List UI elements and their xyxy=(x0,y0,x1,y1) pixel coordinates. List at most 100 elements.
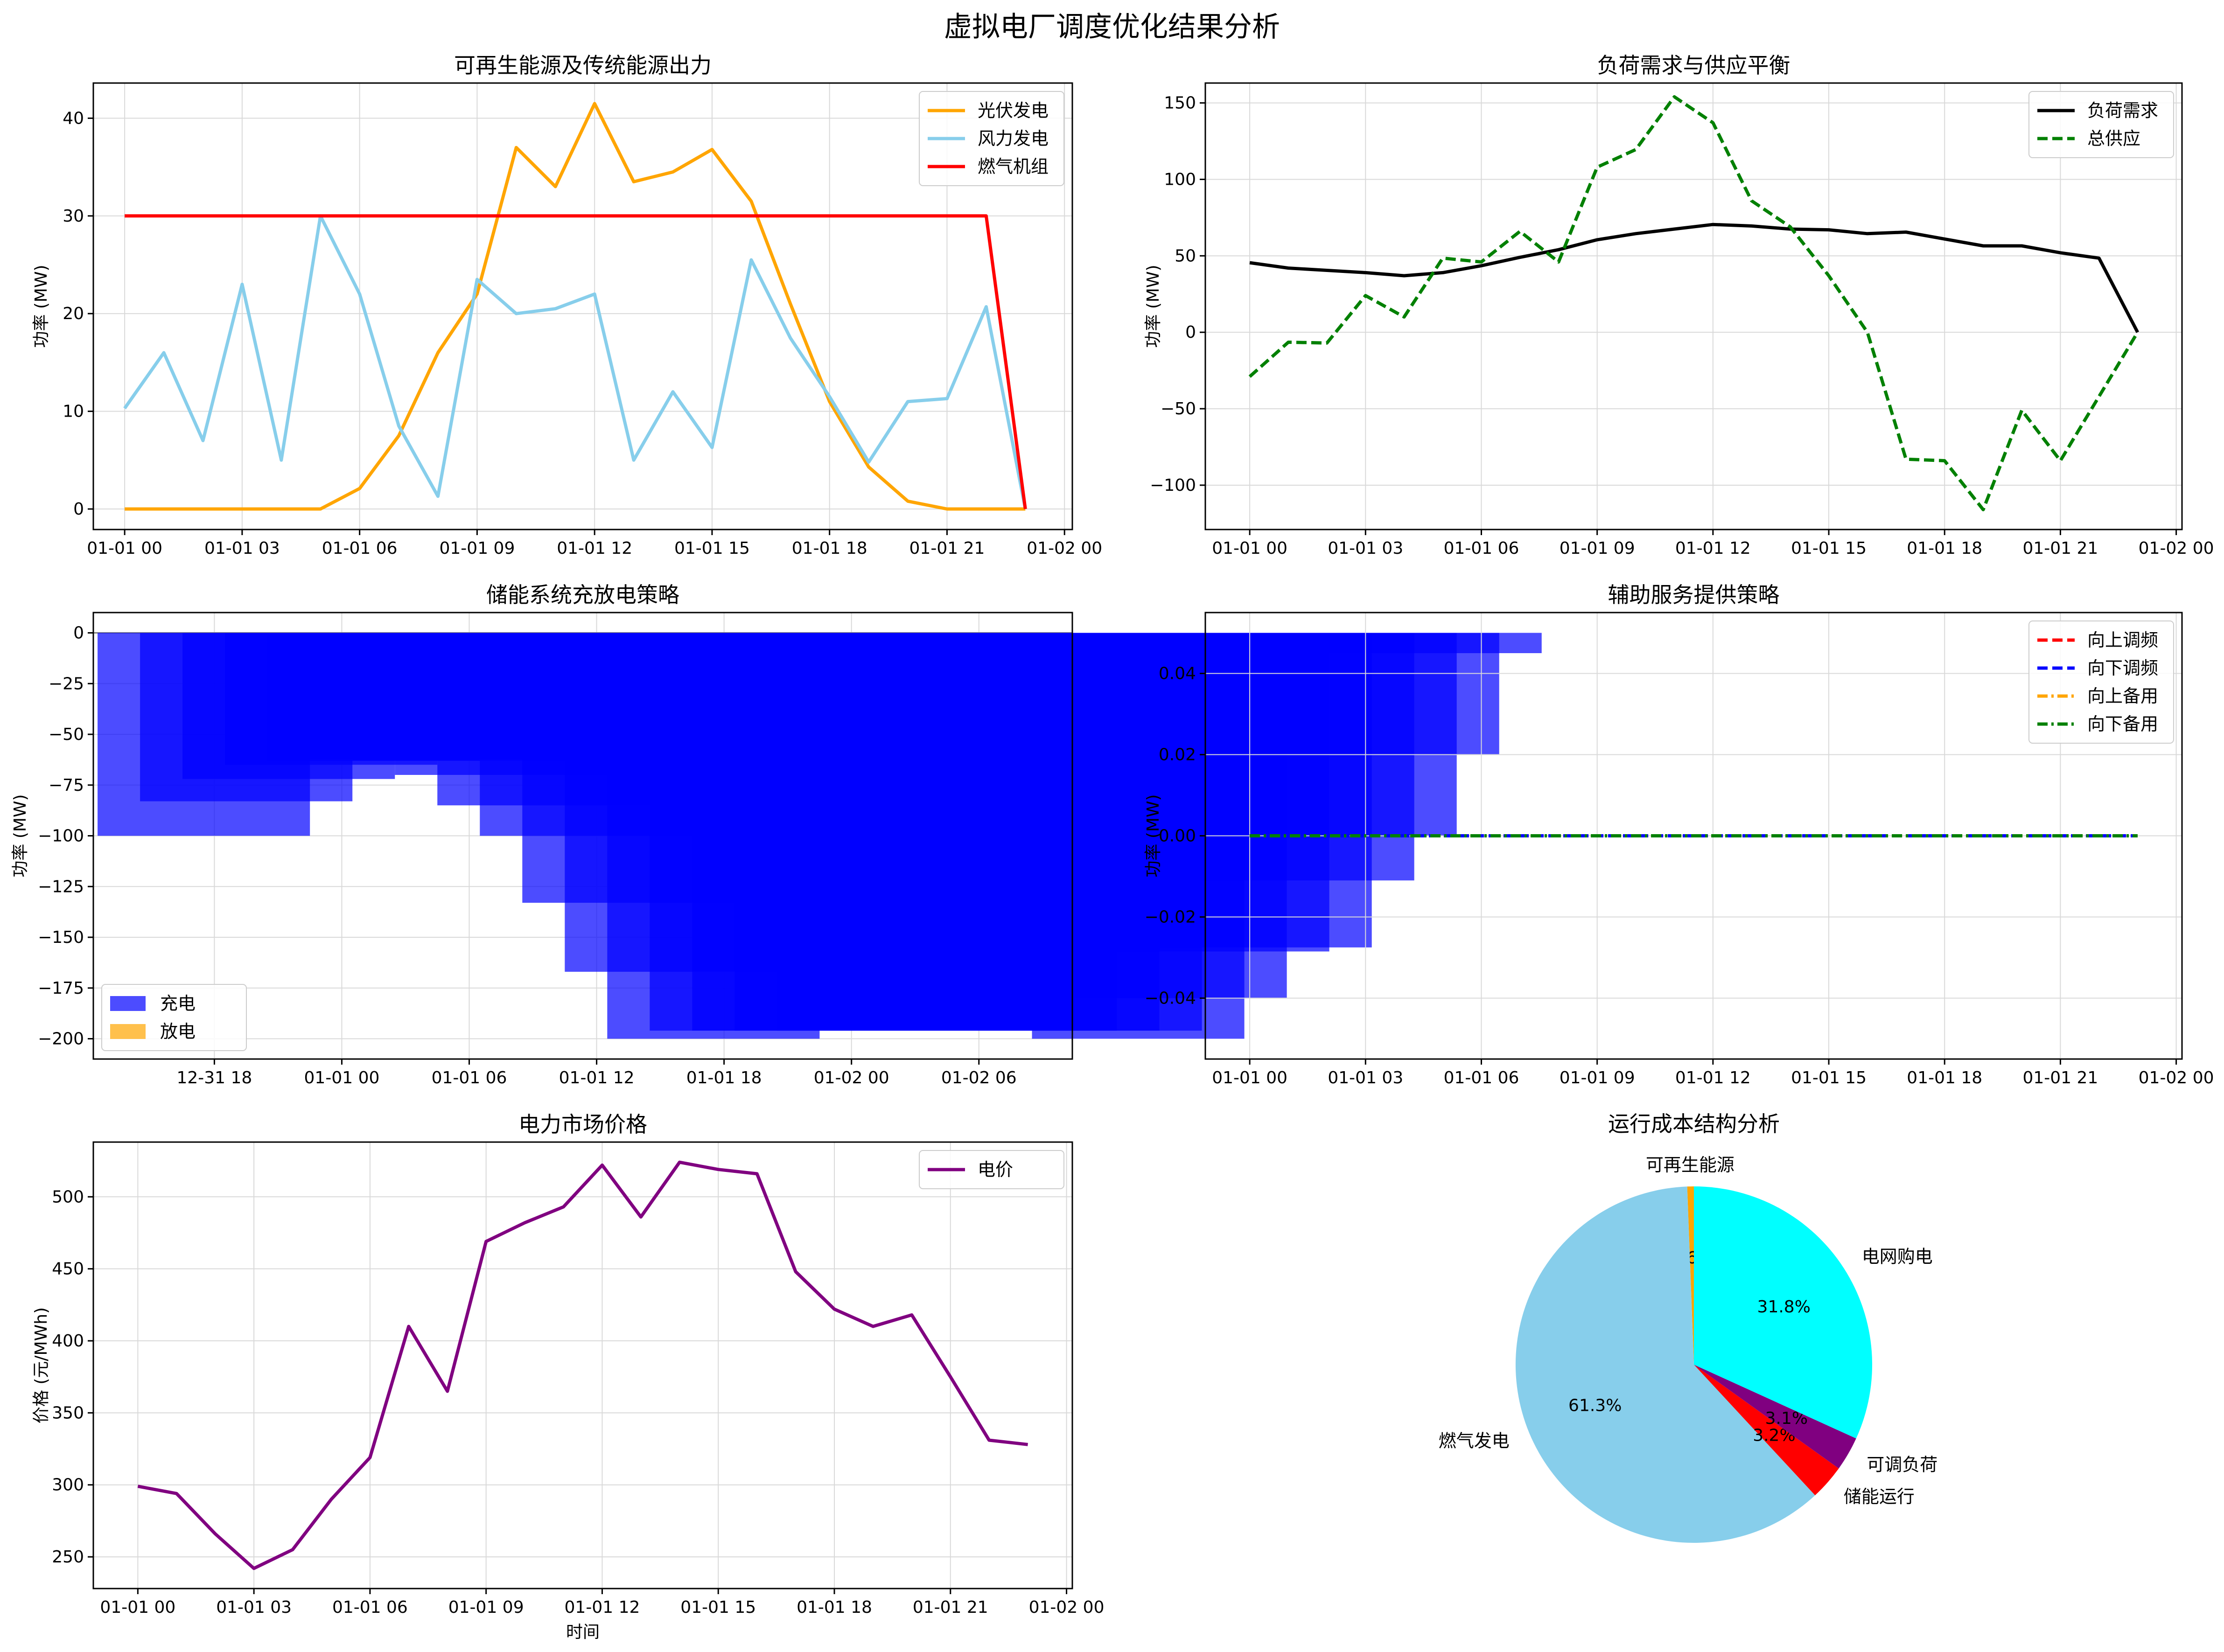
y-tick-label-2: 350 xyxy=(52,1403,84,1422)
x-tick-label-6: 01-01 18 xyxy=(792,539,867,558)
pie-slice-2 xyxy=(1694,1365,1839,1496)
x-tick-label-6: 01-01 18 xyxy=(797,1598,872,1617)
x-tick-label-1: 01-01 03 xyxy=(216,1598,292,1617)
y-tick-label-3: −0.02 xyxy=(1145,908,1196,927)
x-tick-label-8: 01-02 00 xyxy=(1027,539,1102,558)
legend-box xyxy=(919,1150,1064,1189)
x-tick-label-1: 01-01 03 xyxy=(1328,1068,1403,1087)
legend-label-0: 负荷需求 xyxy=(2087,100,2158,121)
y-tick-label-0: 0 xyxy=(73,500,84,519)
y-tick-label-4: −0.04 xyxy=(1145,989,1196,1008)
pie-label-0: 可再生能源 xyxy=(1646,1155,1734,1175)
x-tick-label-4: 01-01 12 xyxy=(1675,1068,1751,1087)
legend-swatch-1 xyxy=(110,1024,146,1039)
legend-label-1: 总供应 xyxy=(2087,128,2140,149)
x-tick-label-1: 01-01 03 xyxy=(1328,539,1403,558)
x-tick-label-2: 01-01 06 xyxy=(322,539,398,558)
legend-label-0: 充电 xyxy=(160,993,196,1014)
axes-frame xyxy=(1204,82,2183,530)
subplots: 01-01 00 01-01 03 01-01 06 01-01 09 01-01 12… xyxy=(11,53,2214,1642)
series-line-2 xyxy=(125,214,1027,509)
x-tick-label-7: 01-01 21 xyxy=(2022,539,2098,558)
x-tick-label-3: 01-01 09 xyxy=(439,539,515,558)
y-tick-label-6: −150 xyxy=(38,928,84,947)
subplot-title: 储能系统充放电策略 xyxy=(486,582,679,607)
subplot-title: 运行成本结构分析 xyxy=(1608,1111,1780,1136)
x-tick-label-0: 01-01 00 xyxy=(1212,539,1287,558)
x-tick-label-0: 01-01 00 xyxy=(1212,1068,1287,1087)
x-tick-label-4: 01-01 12 xyxy=(557,539,632,558)
x-tick-label-8: 01-02 00 xyxy=(2139,539,2214,558)
y-tick-label-5: −125 xyxy=(38,877,84,896)
x-tick-label-3: 01-01 09 xyxy=(1560,1068,1635,1087)
x-tick-label-7: 01-01 21 xyxy=(909,539,985,558)
x-tick-label-3: 01-01 09 xyxy=(1560,539,1635,558)
x-tick-label-0: 01-01 00 xyxy=(87,539,162,558)
y-tick-label-2: 0 xyxy=(1185,323,1196,342)
pie-label-4: 电网购电 xyxy=(1862,1246,1933,1267)
y-tick-label-0: 0.04 xyxy=(1159,664,1196,683)
x-tick-label-4: 01-01 12 xyxy=(565,1598,640,1617)
y-tick-label-0: 0 xyxy=(73,624,84,643)
x-tick-label-8: 01-02 00 xyxy=(1029,1598,1105,1617)
series-line-0 xyxy=(1249,223,2140,333)
series-line-1 xyxy=(123,214,1027,509)
subplot-title: 辅助服务提供策略 xyxy=(1608,582,1780,607)
legend-label-0: 光伏发电 xyxy=(978,100,1049,121)
y-tick-label-2: −50 xyxy=(49,725,84,744)
legend-label-2: 向上备用 xyxy=(2087,686,2158,706)
x-tick-label-8: 01-02 00 xyxy=(2139,1068,2214,1087)
x-tick-label-5: 01-01 15 xyxy=(1791,539,1867,558)
y-tick-label-3: 30 xyxy=(63,207,84,226)
x-axis-label: 时间 xyxy=(566,1623,600,1642)
subplot-title: 负荷需求与供应平衡 xyxy=(1597,53,1790,78)
y-tick-label-8: −200 xyxy=(38,1030,84,1049)
y-tick-label-4: −100 xyxy=(38,827,84,846)
subplot-title: 可再生能源及传统能源出力 xyxy=(454,53,712,78)
x-tick-label-5: 01-02 00 xyxy=(814,1068,889,1087)
x-tick-label-2: 01-01 06 xyxy=(432,1068,507,1087)
y-axis-label: 功率 (MW) xyxy=(11,794,30,877)
pie-pct-1: 61.3% xyxy=(1568,1396,1622,1415)
pie-slice-3 xyxy=(1694,1365,1856,1469)
pie-slice-1 xyxy=(1515,1186,1815,1543)
y-tick-label-2: 20 xyxy=(63,304,84,323)
x-tick-label-6: 01-01 18 xyxy=(1907,1068,1982,1087)
subplot-cost: 运行成本结构分析可再生能源0.6%燃气发电61.3%储能运行3.2%可调负荷3.… xyxy=(1439,1111,1937,1543)
y-axis-label: 功率 (MW) xyxy=(32,265,51,348)
y-tick-label-2: 0.00 xyxy=(1159,827,1196,846)
legend-label-0: 向上调频 xyxy=(2087,630,2158,650)
y-tick-label-0: −100 xyxy=(1150,476,1196,495)
x-tick-label-5: 01-01 15 xyxy=(674,539,750,558)
x-tick-label-6: 01-02 06 xyxy=(941,1068,1017,1087)
subplot-storage: 12-31 18 01-01 00 01-01 06 01-01 12 01-01 18… xyxy=(11,582,1542,1087)
subplot-balance: 01-01 00 01-01 03 01-01 06 01-01 09 01-01 12… xyxy=(1144,53,2214,558)
legend: 电价 xyxy=(919,1150,1064,1189)
y-tick-label-7: −175 xyxy=(38,979,84,998)
y-axis-label: 价格 (元/MWh) xyxy=(32,1307,51,1423)
y-axis-label: 功率 (MW) xyxy=(1144,265,1163,348)
y-tick-label-1: 300 xyxy=(52,1476,84,1495)
subplot-renewable: 01-01 00 01-01 03 01-01 06 01-01 09 01-01 12… xyxy=(32,53,1102,558)
x-tick-label-2: 01-01 06 xyxy=(1444,1068,1519,1087)
pie-pct-4: 31.8% xyxy=(1757,1297,1811,1317)
y-tick-label-0: 250 xyxy=(52,1547,84,1567)
legend-label-1: 风力发电 xyxy=(978,128,1049,149)
pie-slice-4 xyxy=(1694,1186,1873,1439)
x-tick-label-6: 01-01 18 xyxy=(1907,539,1982,558)
y-tick-label-4: 100 xyxy=(1164,170,1196,189)
x-tick-label-3: 01-01 09 xyxy=(448,1598,524,1617)
legend-swatch-0 xyxy=(110,996,146,1011)
axes-frame xyxy=(92,82,1073,530)
legend-label-0: 电价 xyxy=(978,1159,1013,1180)
pie-label-3: 可调负荷 xyxy=(1867,1454,1937,1475)
x-tick-label-7: 01-01 21 xyxy=(2022,1068,2098,1087)
subplot-price: 01-01 00 01-01 03 01-01 06 01-01 09 01-01 12… xyxy=(32,1112,1104,1642)
x-tick-label-0: 01-01 00 xyxy=(100,1598,175,1617)
y-axis-label: 功率 (MW) xyxy=(1144,794,1163,877)
y-tick-label-3: 50 xyxy=(1175,246,1196,265)
x-tick-label-2: 01-01 06 xyxy=(1444,539,1519,558)
